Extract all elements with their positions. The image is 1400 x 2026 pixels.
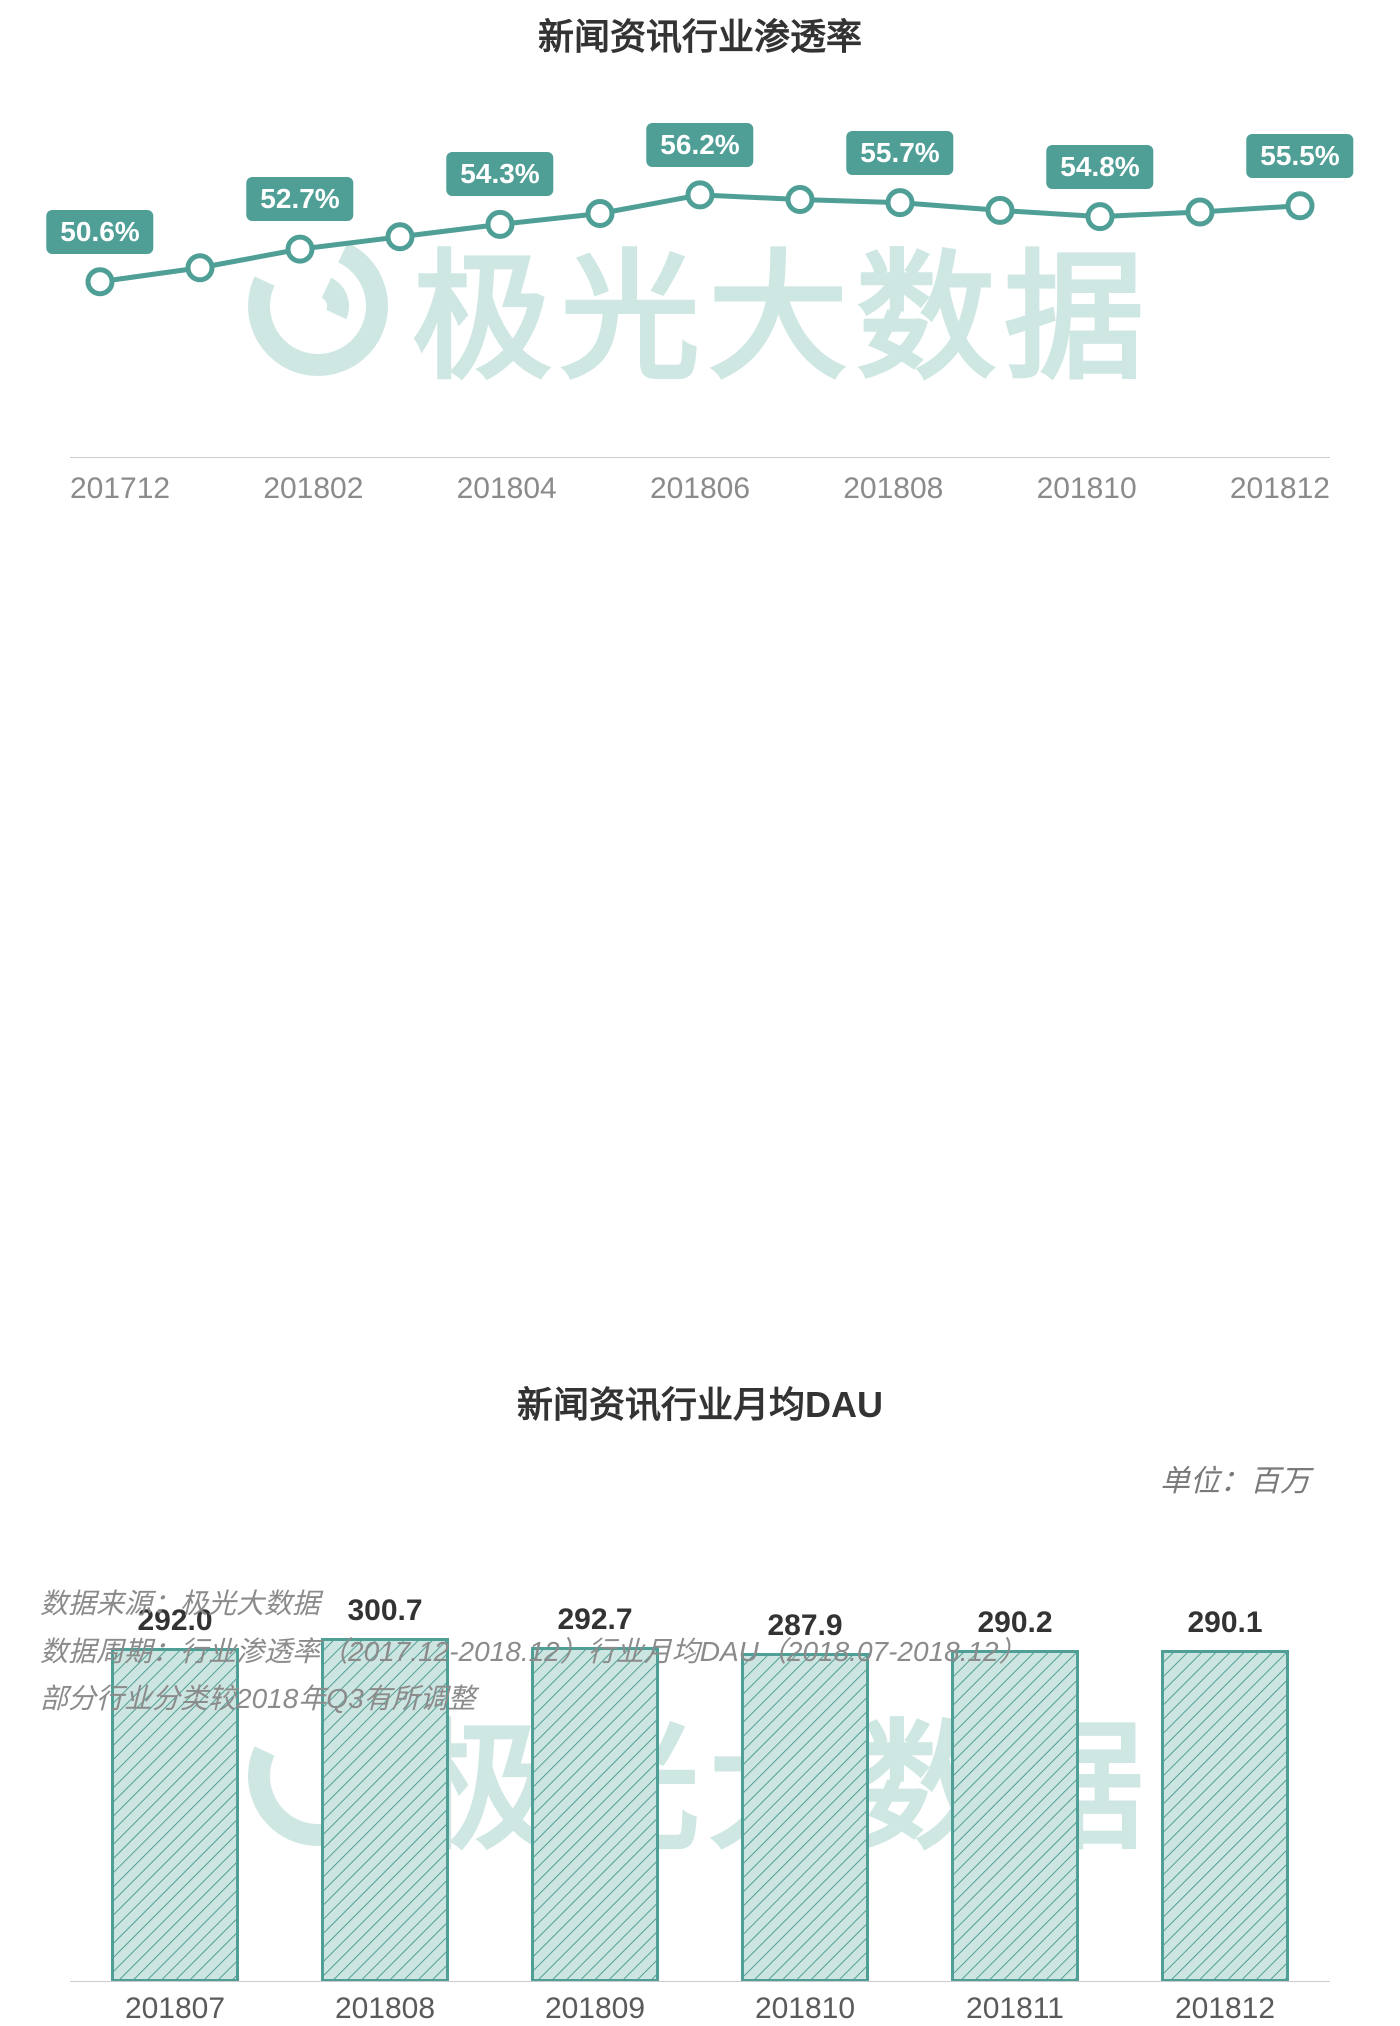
data-marker (188, 256, 212, 280)
penetration-chart-title: 新闻资讯行业渗透率 (0, 0, 1400, 60)
x-tick: 201810 (741, 1992, 869, 2026)
data-label: 55.7% (846, 131, 953, 175)
data-marker (88, 270, 112, 294)
data-marker (688, 183, 712, 207)
data-marker (1188, 200, 1212, 224)
x-tick: 201807 (111, 1992, 239, 2026)
data-marker (788, 188, 812, 212)
bar-value-label: 290.1 (1187, 1606, 1262, 1640)
penetration-plot-area: 极光大数据 2017122018022018042018062018082018… (70, 126, 1330, 506)
data-label: 56.2% (646, 123, 753, 167)
footnotes: 数据来源：极光大数据数据周期：行业渗透率（2017.12-2018.12）行业月… (40, 1580, 1027, 1723)
footnote-line: 部分行业分类较2018年Q3有所调整 (40, 1675, 1027, 1723)
data-marker (488, 212, 512, 236)
x-tick: 201808 (843, 472, 943, 506)
data-marker (588, 202, 612, 226)
data-marker (1288, 194, 1312, 218)
data-marker (288, 237, 312, 261)
x-tick: 201810 (1037, 472, 1137, 506)
x-tick: 201811 (951, 1992, 1079, 2026)
x-tick: 201804 (457, 472, 557, 506)
dau-unit-label: 单位：百万 (1160, 1456, 1310, 1500)
bar-wrap: 290.1 (1161, 1606, 1289, 1982)
footnote-line: 数据来源：极光大数据 (40, 1580, 1027, 1628)
x-tick: 201809 (531, 1992, 659, 2026)
x-tick: 201812 (1161, 1992, 1289, 2026)
data-label: 50.6% (46, 210, 153, 254)
penetration-x-axis: 201712 201802 201804 201806 201808 201810 2018… (70, 457, 1330, 506)
data-marker (1088, 205, 1112, 229)
x-tick: 201812 (1230, 472, 1330, 506)
penetration-chart-section: 新闻资讯行业渗透率 极光大数据 201712201802201804201806… (0, 0, 1400, 506)
x-tick: 201808 (321, 1992, 449, 2026)
data-label: 54.3% (446, 152, 553, 196)
x-tick: 201712 (70, 472, 170, 506)
dau-x-axis: 201807 201808 201809 201810 201811 201812 (70, 1982, 1330, 2026)
x-tick: 201802 (263, 472, 363, 506)
bar (1161, 1650, 1289, 1982)
data-marker (388, 225, 412, 249)
dau-chart-title: 新闻资讯行业月均DAU (0, 1376, 1400, 1428)
x-tick: 201806 (650, 472, 750, 506)
data-label: 54.8% (1046, 145, 1153, 189)
data-marker (888, 191, 912, 215)
data-label: 52.7% (246, 177, 353, 221)
data-marker (988, 198, 1012, 222)
data-label: 55.5% (1246, 134, 1353, 178)
footnote-line: 数据周期：行业渗透率（2017.12-2018.12）行业月均DAU（2018.… (40, 1628, 1027, 1676)
